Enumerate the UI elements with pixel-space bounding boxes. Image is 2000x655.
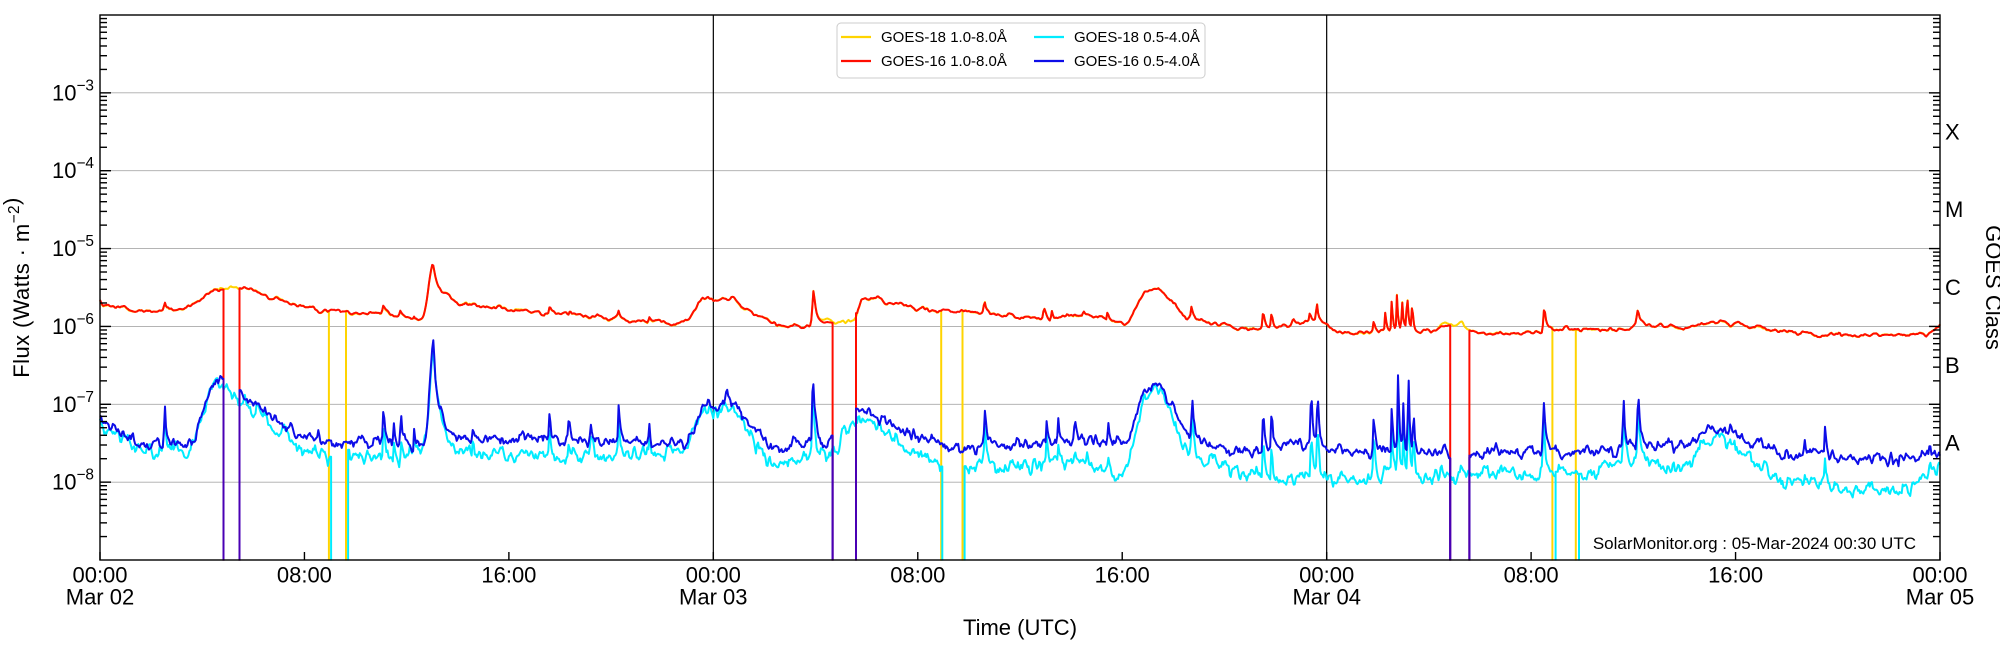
svg-text:Mar 05: Mar 05 [1906,585,1974,610]
svg-text:GOES-16 0.5-4.0Å: GOES-16 0.5-4.0Å [1074,53,1200,70]
svg-text:GOES Class: GOES Class [1981,225,2000,350]
svg-text:GOES-18 0.5-4.0Å: GOES-18 0.5-4.0Å [1074,29,1200,46]
svg-text:GOES-16 1.0-8.0Å: GOES-16 1.0-8.0Å [881,53,1007,70]
svg-text:08:00: 08:00 [1504,563,1559,588]
svg-text:C: C [1945,275,1961,300]
svg-text:08:00: 08:00 [277,563,332,588]
svg-text:00:00: 00:00 [72,563,127,588]
svg-text:00:00: 00:00 [1299,563,1354,588]
svg-text:16:00: 16:00 [481,563,536,588]
svg-text:00:00: 00:00 [686,563,741,588]
svg-text:Mar 02: Mar 02 [66,585,134,610]
svg-text:Mar 04: Mar 04 [1292,585,1360,610]
svg-text:X: X [1945,119,1960,144]
svg-text:M: M [1945,197,1963,222]
svg-text:Mar 03: Mar 03 [679,585,747,610]
svg-text:Time (UTC): Time (UTC) [963,615,1077,640]
svg-text:00:00: 00:00 [1912,563,1967,588]
svg-text:A: A [1945,431,1960,456]
svg-text:16:00: 16:00 [1708,563,1763,588]
svg-text:B: B [1945,353,1960,378]
svg-text:08:00: 08:00 [890,563,945,588]
svg-text:16:00: 16:00 [1095,563,1150,588]
svg-text:SolarMonitor.org : 05-Mar-2024: SolarMonitor.org : 05-Mar-2024 00:30 UTC [1593,534,1916,553]
svg-text:GOES-18 1.0-8.0Å: GOES-18 1.0-8.0Å [881,29,1007,46]
